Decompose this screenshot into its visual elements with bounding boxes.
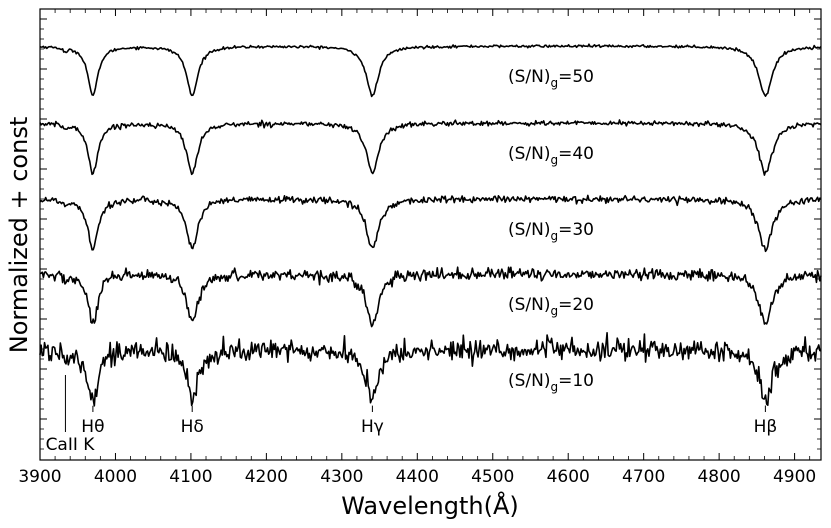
series-label: (S/N)g=10 xyxy=(508,371,594,394)
line-label: Hγ xyxy=(361,417,384,437)
line-label: CaII K xyxy=(46,435,96,455)
series-line xyxy=(39,266,822,328)
x-axis-ticks: 3900 4000 4100 4200 4300 4400 4500 4600 4700 4800… xyxy=(18,9,816,487)
series-line xyxy=(39,119,822,176)
series-label: (S/N)g=20 xyxy=(508,295,594,318)
x-tick-label: 4700 xyxy=(622,467,665,487)
series-line xyxy=(39,43,822,98)
x-tick-label: 4400 xyxy=(396,467,439,487)
series-label: (S/N)g=30 xyxy=(508,220,594,243)
plot-frame xyxy=(39,8,822,461)
series-line xyxy=(39,194,822,253)
series-label: (S/N)g=50 xyxy=(508,67,594,90)
x-tick-label: 4000 xyxy=(94,467,137,487)
x-tick-label: 4200 xyxy=(245,467,288,487)
x-tick-label: 4100 xyxy=(169,467,212,487)
x-axis-title: Wavelength(Å) xyxy=(341,491,519,520)
y-axis-ticks xyxy=(40,18,821,450)
series-line xyxy=(39,332,822,407)
series-layer xyxy=(39,43,822,407)
x-tick-label: 3900 xyxy=(18,467,61,487)
line-label: Hβ xyxy=(754,417,778,437)
series-label: (S/N)g=40 xyxy=(508,144,594,167)
x-tick-label: 4600 xyxy=(547,467,590,487)
x-tick-label: 4800 xyxy=(697,467,740,487)
x-tick-label: 4900 xyxy=(773,467,816,487)
line-label: Hδ xyxy=(181,417,204,437)
y-axis-title: Normalized + const xyxy=(5,117,33,353)
x-tick-label: 4300 xyxy=(320,467,363,487)
line-label: Hθ xyxy=(81,417,104,437)
line-labels: CaII KHθ Hδ Hγ Hβ xyxy=(46,375,778,455)
series-labels: (S/N)g=50 (S/N)g=40 (S/N)g=30 (S/N)g=20 (S/N… xyxy=(508,67,594,394)
x-tick-label: 4500 xyxy=(471,467,514,487)
